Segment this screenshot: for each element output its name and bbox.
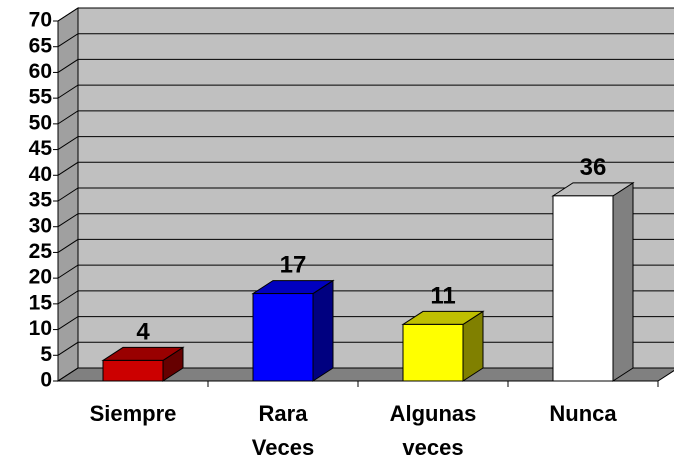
- x-tick-label: Algunas veces: [390, 401, 477, 460]
- y-tick-label: 0: [40, 369, 52, 392]
- bar: [551, 181, 635, 382]
- value-label: 36: [580, 154, 607, 181]
- grid-line: [57, 161, 674, 176]
- grid-line: [57, 213, 674, 228]
- x-tick-label: Rara Veces: [252, 401, 314, 460]
- bar: [101, 346, 185, 382]
- y-tick-label: 55: [29, 86, 53, 109]
- y-tick-label: 35: [29, 189, 53, 212]
- grid-line: [57, 7, 674, 22]
- x-tick-label: Siempre: [90, 401, 177, 426]
- grid-line: [57, 187, 674, 202]
- y-tick-label: 5: [40, 343, 52, 366]
- value-label: 11: [430, 282, 455, 309]
- grid-line: [57, 84, 674, 99]
- bar-front: [252, 293, 314, 382]
- bar-side: [612, 181, 634, 382]
- y-tick-label: 20: [29, 266, 52, 289]
- bar-front: [102, 359, 164, 382]
- bar-front: [552, 195, 614, 382]
- y-tick-label: 30: [29, 214, 52, 237]
- y-tick-label: 70: [29, 9, 52, 32]
- y-tick-label: 15: [29, 291, 53, 314]
- grid-line: [57, 290, 674, 305]
- grid-line: [57, 136, 674, 150]
- y-tick-label: 45: [29, 137, 53, 160]
- value-label: 17: [280, 252, 307, 279]
- value-label: 4: [136, 318, 150, 345]
- y-tick-label: 25: [29, 240, 53, 263]
- y-tick-label: 50: [29, 111, 52, 134]
- y-tick-label: 10: [29, 317, 52, 340]
- grid-line: [57, 238, 674, 253]
- bar: [401, 310, 485, 382]
- y-tick-label: 40: [29, 163, 52, 186]
- grid-line: [57, 264, 674, 279]
- bar: [251, 279, 335, 382]
- grid-line: [57, 58, 674, 73]
- grid-line: [57, 33, 674, 48]
- bar-front: [402, 323, 464, 382]
- x-tick-label: Nunca: [549, 401, 617, 426]
- grid-line: [57, 110, 674, 125]
- y-tick-label: 65: [29, 34, 53, 57]
- bar-side: [312, 279, 334, 382]
- y-tick-label: 60: [29, 60, 52, 83]
